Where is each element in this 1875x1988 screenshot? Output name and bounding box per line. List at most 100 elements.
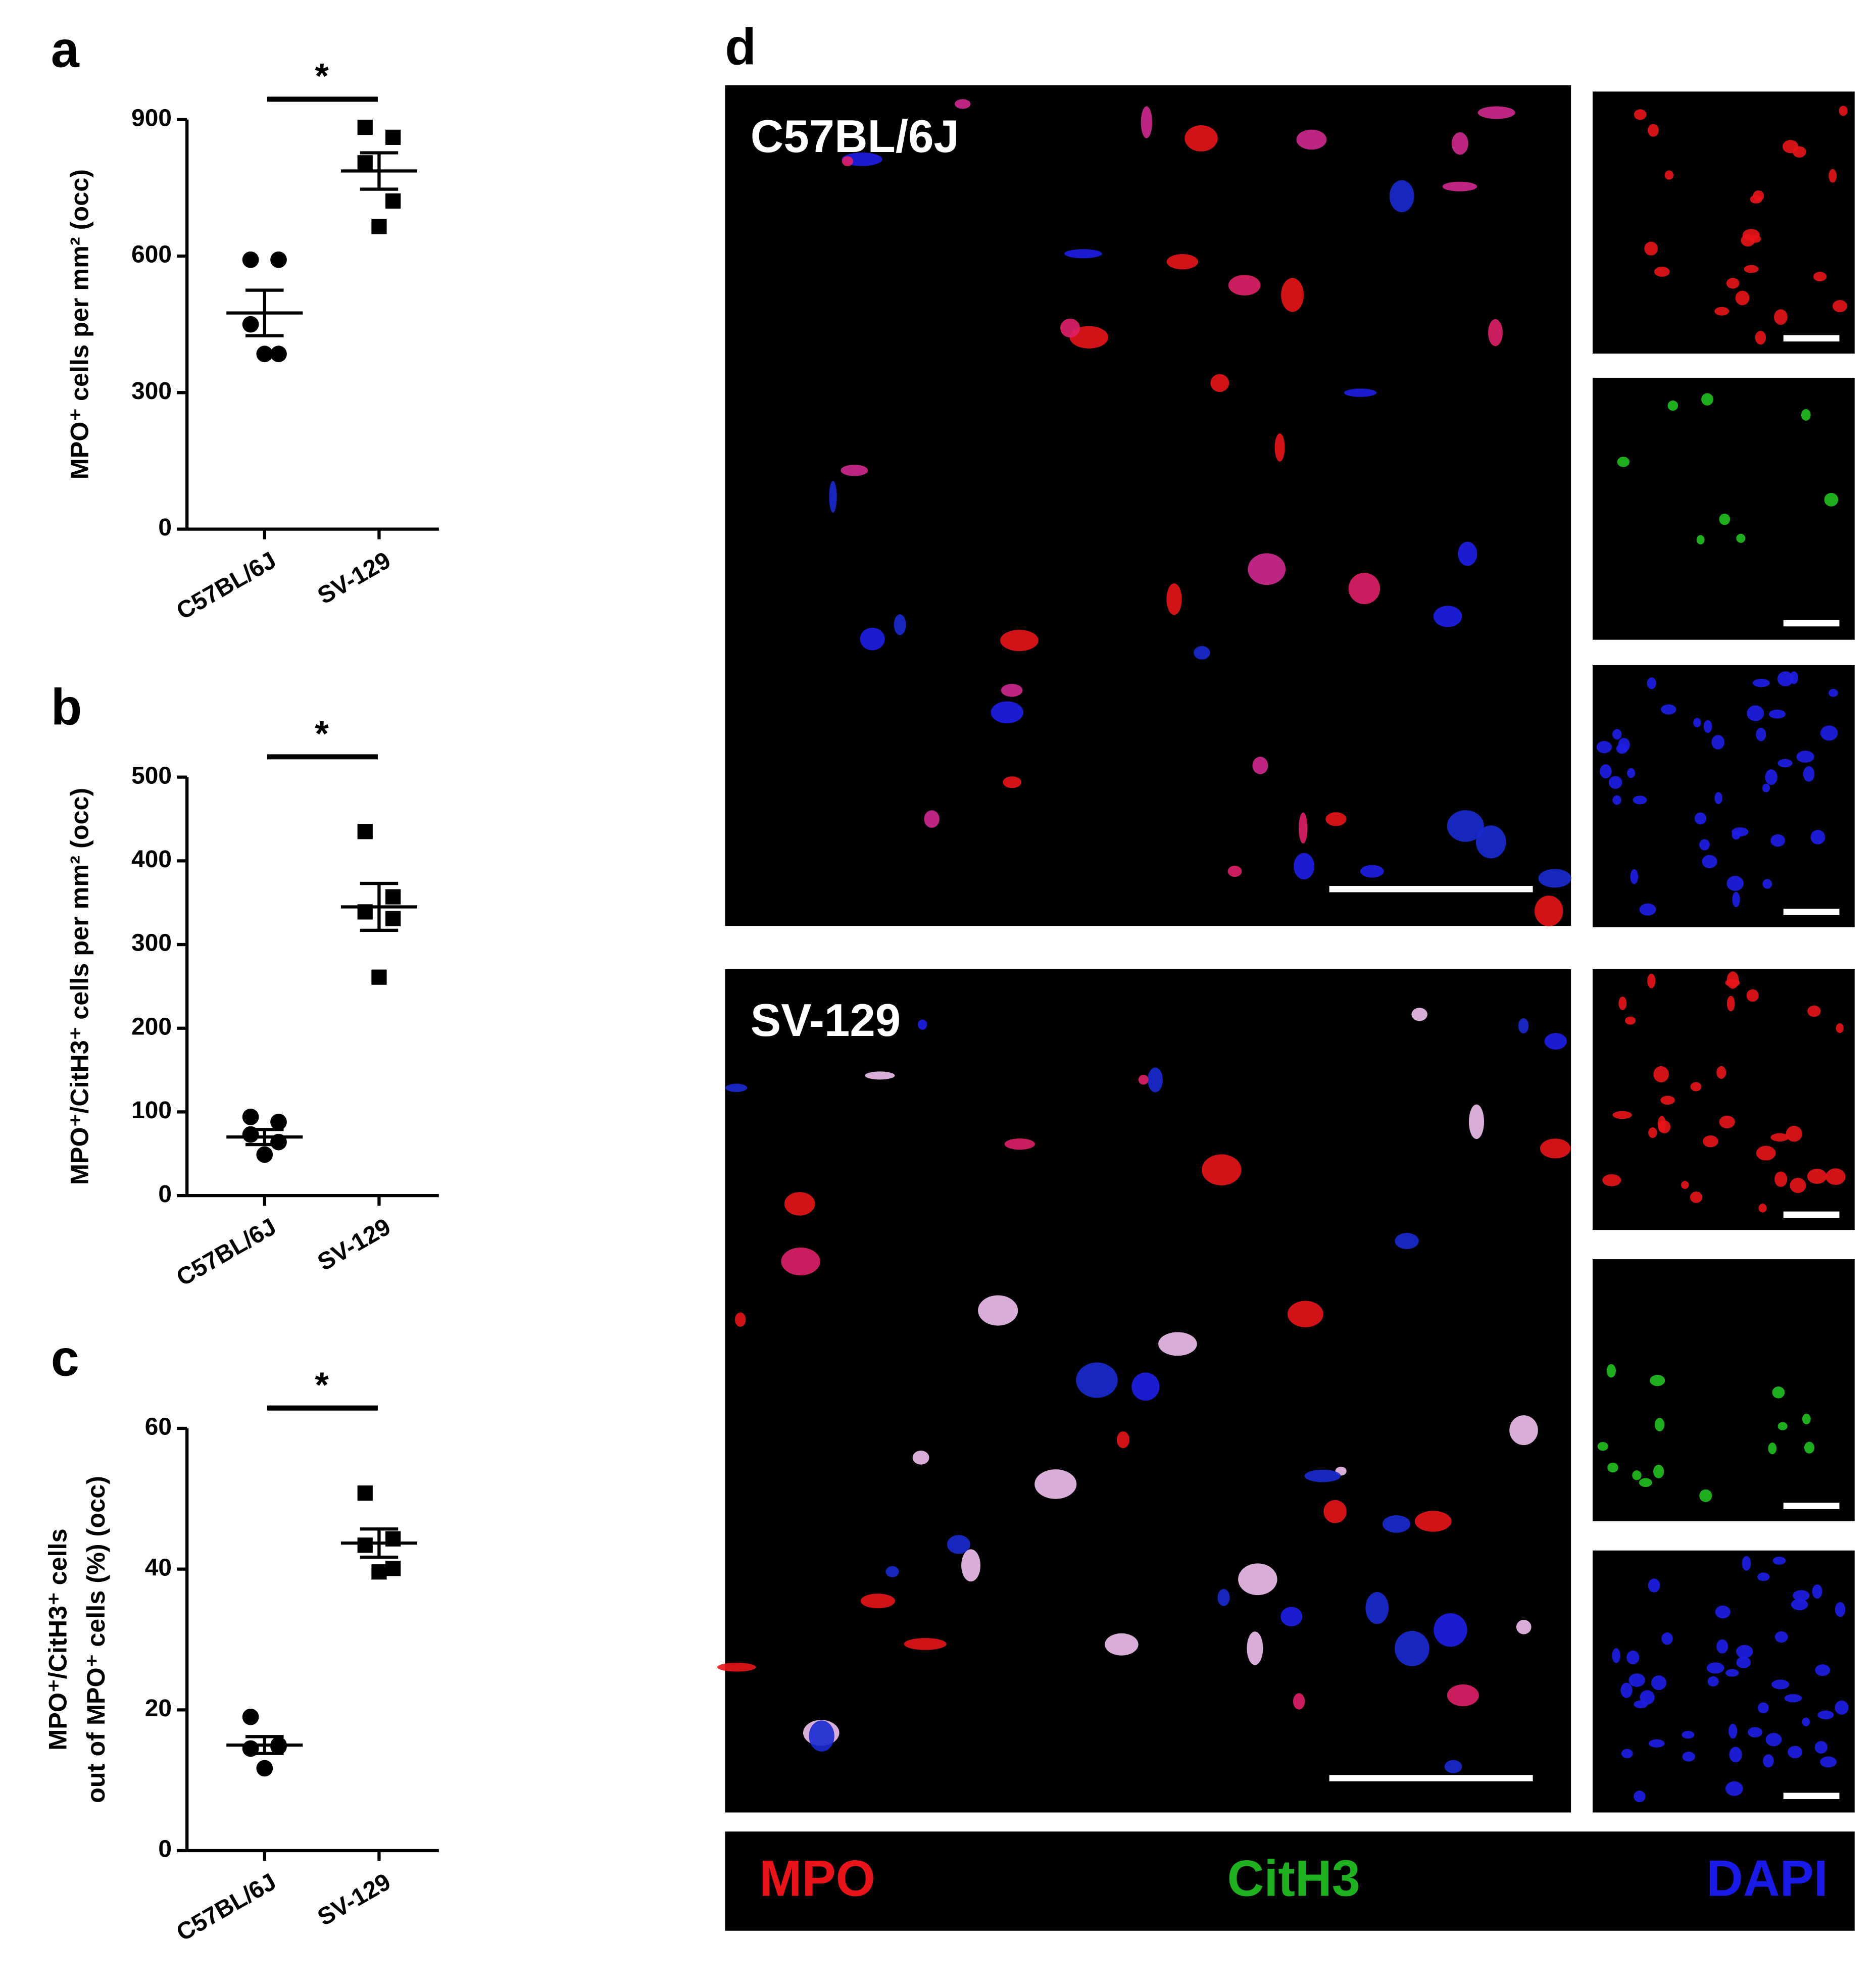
panel-letter: a [51, 21, 80, 78]
cell [1747, 705, 1764, 721]
cell [1693, 718, 1701, 728]
cell [1158, 1332, 1197, 1356]
cell [1820, 1756, 1837, 1768]
cell [1702, 855, 1717, 868]
image-label: C57BL/6J [751, 111, 959, 162]
cell [1714, 307, 1730, 316]
cell [1617, 457, 1630, 467]
cell [1707, 1676, 1719, 1687]
y-tick-label: 60 [145, 1414, 172, 1440]
cell [1833, 300, 1847, 313]
cell [1690, 1082, 1702, 1091]
cell [1706, 1662, 1724, 1674]
cell [947, 1535, 970, 1554]
cell [1716, 1066, 1726, 1079]
cell [1294, 853, 1315, 880]
cell [1725, 1669, 1739, 1677]
cell [841, 465, 868, 476]
cell [842, 156, 853, 167]
cell [725, 1083, 748, 1092]
cell [1148, 1067, 1163, 1092]
cell [1750, 195, 1762, 204]
cell [918, 1019, 927, 1030]
cell [1447, 1684, 1479, 1707]
cell [1732, 891, 1740, 908]
cell [860, 1594, 895, 1609]
cell [1488, 319, 1503, 346]
cell [1801, 409, 1811, 421]
cell [1287, 1301, 1323, 1327]
data-point [385, 889, 401, 905]
cell [1509, 1415, 1538, 1446]
cell [1650, 1375, 1665, 1386]
panel-letter: d [725, 19, 756, 75]
cell [1729, 1747, 1742, 1763]
cell [1777, 671, 1794, 686]
cell [1138, 1074, 1149, 1085]
cell [1658, 1120, 1671, 1133]
cell [1348, 573, 1380, 605]
data-point [357, 1485, 373, 1501]
data-point [385, 911, 401, 926]
cell [1726, 996, 1735, 1012]
data-point [385, 1561, 401, 1576]
cell [1060, 318, 1080, 338]
cell [1825, 1168, 1846, 1185]
data-point [242, 1109, 259, 1125]
cell [1711, 735, 1724, 750]
panel-letter: c [51, 1330, 79, 1387]
cell [1458, 541, 1477, 566]
image-label: SV-129 [751, 995, 901, 1046]
cell [1793, 1590, 1810, 1601]
cell [1715, 1605, 1731, 1619]
cell [1694, 812, 1707, 825]
cell [1815, 1664, 1831, 1676]
cell [1807, 1168, 1827, 1184]
cell [1661, 704, 1676, 715]
cell [1807, 1005, 1821, 1017]
cell [1839, 106, 1848, 116]
cell [1228, 275, 1261, 296]
cell [1618, 997, 1627, 1010]
cell [1442, 181, 1477, 191]
cell [1778, 759, 1793, 768]
cell [1633, 796, 1647, 805]
cell [1647, 973, 1656, 988]
data-point [357, 155, 373, 171]
cell [1451, 132, 1468, 155]
cell [1185, 125, 1218, 152]
cell [1247, 1631, 1263, 1665]
cell [1661, 1632, 1673, 1645]
cell [809, 1720, 834, 1752]
cell [1736, 1656, 1751, 1669]
cell [1682, 1752, 1695, 1762]
cell [1690, 1191, 1703, 1203]
cell [1742, 1556, 1751, 1571]
cell [1544, 1033, 1567, 1050]
cell [1701, 393, 1713, 406]
cell [1600, 764, 1612, 779]
cell [1829, 689, 1838, 697]
data-point [357, 1537, 373, 1553]
cell [1699, 839, 1710, 851]
image [1592, 665, 1855, 927]
cell [1433, 606, 1462, 627]
cell [904, 1638, 947, 1650]
cell [1293, 1693, 1305, 1710]
cell [717, 1662, 756, 1672]
cell [1447, 810, 1484, 842]
data-point [270, 1113, 287, 1130]
cell [1296, 129, 1327, 150]
data-point [270, 251, 287, 268]
cell [1744, 265, 1759, 273]
cell [1064, 249, 1102, 259]
y-tick-label: 0 [158, 1836, 172, 1863]
cell [1468, 1104, 1485, 1139]
cell [1004, 1138, 1035, 1150]
cell [1414, 1511, 1452, 1532]
cell [1607, 1462, 1618, 1473]
cell [1835, 1700, 1849, 1715]
cell [1654, 267, 1670, 277]
cell [1395, 1630, 1429, 1666]
cell [1534, 896, 1563, 927]
